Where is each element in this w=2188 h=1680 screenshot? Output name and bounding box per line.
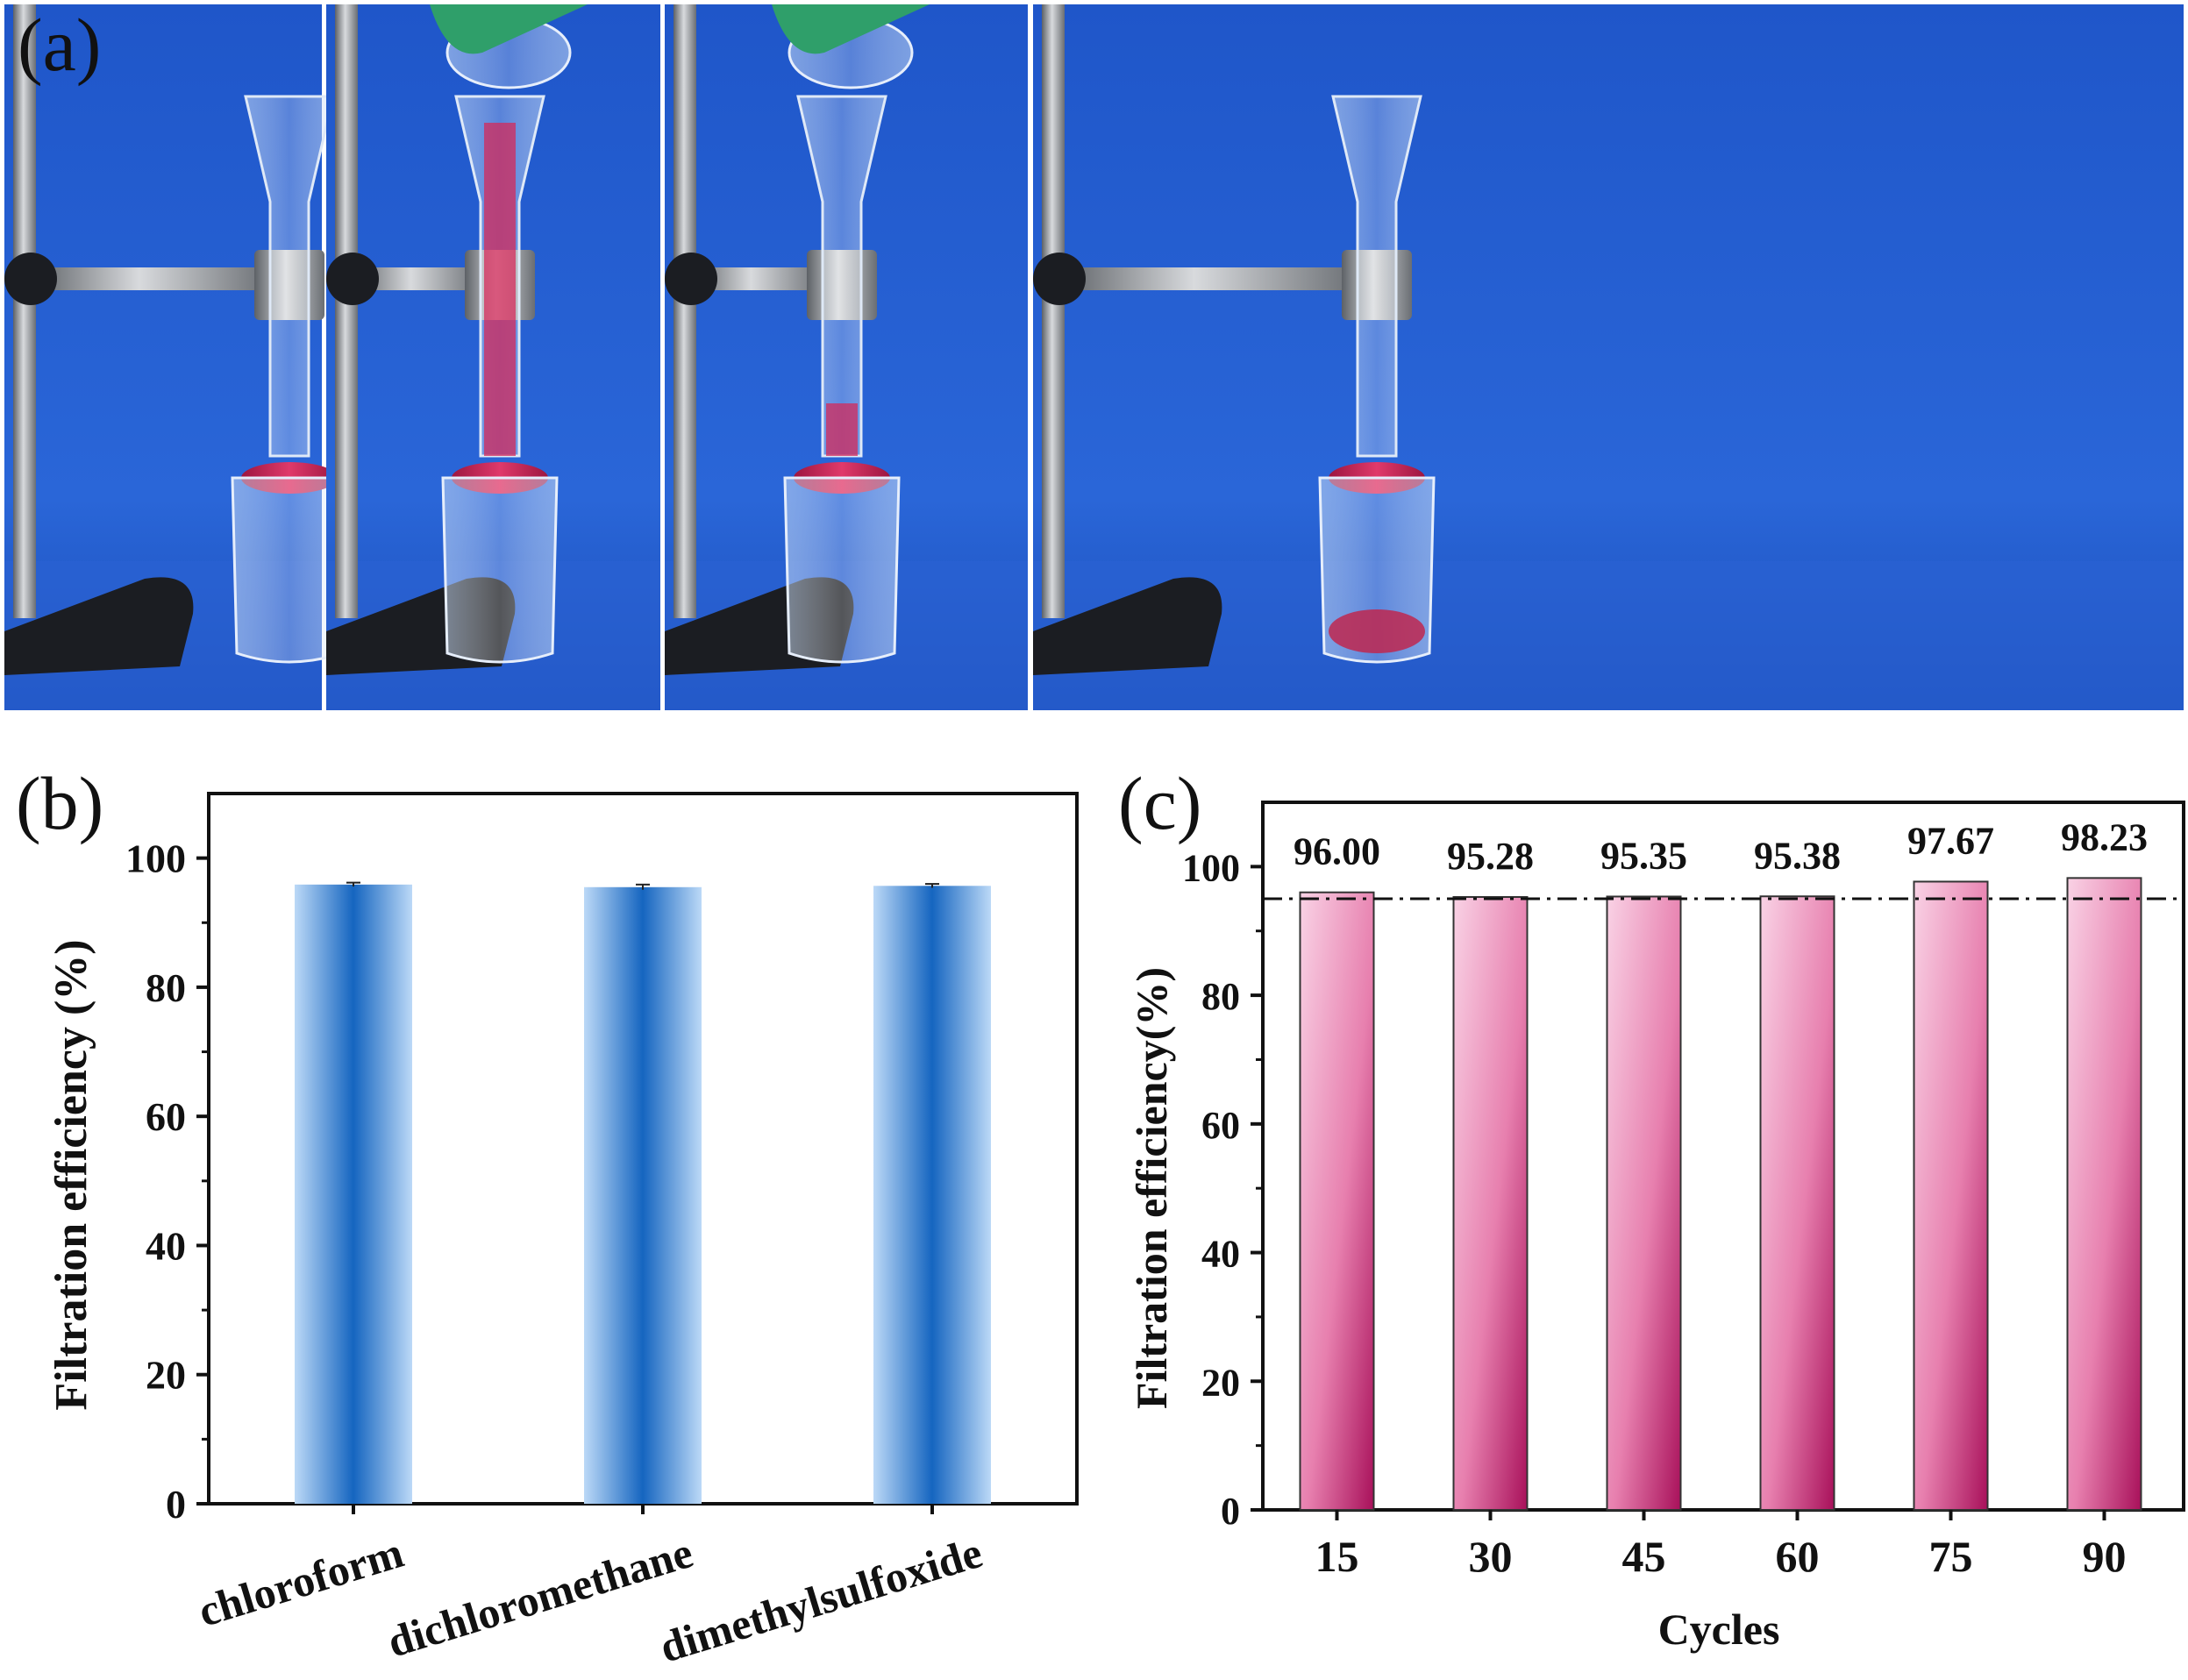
clamp-arm	[1059, 267, 1359, 290]
stand-rod	[674, 4, 696, 618]
photo-scene-4	[1033, 4, 2184, 710]
charts-area: (b) (c) Filtration efficiency (%) 0 20 40 6…	[16, 761, 2185, 1672]
liquid-in-column	[484, 123, 516, 456]
panel-a-label: (a)	[18, 3, 101, 87]
chart-c-x-axis-label: Cycles	[1658, 1605, 1780, 1654]
chart-b-y-tick-label: 100	[125, 836, 186, 881]
chart-c-category-label: 60	[1776, 1532, 1820, 1581]
chart-c-data-label: 96.00	[1294, 830, 1380, 873]
chart-b-category-label: dimethylsulfoxide	[654, 1527, 987, 1672]
chart-c-bar-45	[1606, 895, 1682, 1511]
beaker	[441, 476, 559, 664]
chart-c-data-label: 98.23	[2061, 815, 2148, 858]
clamp-knob	[4, 253, 57, 305]
chart-b-bar-dimethylsulfoxide	[873, 886, 991, 1504]
stand-rod	[13, 4, 36, 618]
photo-scene-2	[326, 4, 660, 710]
chart-c-y-tick-label: 60	[1201, 1104, 1240, 1147]
chart-c-y-axis-label: Filtration efficiency(%)	[1127, 967, 1176, 1409]
green-glove	[430, 4, 588, 54]
chart-c-bar-90	[2066, 877, 2142, 1511]
chart-c-bar-75	[1913, 880, 1989, 1512]
clamp-arm	[31, 267, 272, 290]
chart-c-y-tick-label: 20	[1201, 1361, 1240, 1404]
chart-c-data-label: 97.67	[1907, 819, 1994, 862]
chart-b: Filtration efficiency (%) 0 20 40 60 80 100 ch…	[46, 792, 1079, 1672]
chart-c-y-tick-label: 80	[1201, 975, 1240, 1018]
chart-c-category-label: 30	[1469, 1532, 1513, 1581]
chart-c-plot-frame	[1261, 801, 2185, 1512]
chart-c-y-tick-label: 100	[1182, 846, 1240, 889]
chart-b-y-tick-label: 20	[146, 1353, 186, 1398]
photo-scene-1	[4, 4, 348, 710]
clamp-knob	[665, 253, 717, 305]
chart-b-bar-chloroform	[295, 884, 412, 1504]
stand-rod	[1042, 4, 1065, 618]
chart-c-data-label: 95.38	[1754, 834, 1841, 877]
chart-c-y-tick-label: 0	[1221, 1490, 1240, 1533]
chart-c-bar-30	[1452, 895, 1529, 1511]
chart-b-category-label: dichloromethane	[381, 1527, 698, 1667]
chart-c-category-label: 90	[2083, 1532, 2127, 1581]
chart-b-y-axis-label: Filtration efficiency (%)	[46, 939, 96, 1410]
panel-c-label: (c)	[1118, 761, 1201, 845]
liquid-in-column	[826, 403, 858, 456]
chart-b-y-tick-label: 0	[166, 1482, 186, 1527]
chart-c-category-label: 45	[1622, 1532, 1666, 1581]
green-glove	[772, 4, 930, 54]
glass-column	[1331, 95, 1422, 458]
chart-c-data-label: 95.35	[1600, 834, 1687, 877]
table-surface	[1033, 561, 2184, 710]
clamp-knob	[1033, 253, 1086, 305]
chart-b-category-label: chloroform	[193, 1527, 410, 1636]
stand-base	[1033, 577, 1222, 675]
chart-c-bar-60	[1759, 895, 1835, 1511]
panel-b-label: (b)	[16, 761, 103, 845]
beaker	[783, 476, 901, 664]
chart-c-category-label: 15	[1315, 1532, 1359, 1581]
glass-column	[796, 95, 887, 458]
chart-c-bar-15	[1299, 891, 1375, 1511]
stand-base	[4, 577, 194, 675]
chart-c: Filtration efficiency(%) Cycles 0 20 40 60 8…	[1127, 801, 2185, 1654]
chart-b-y-tick-label: 60	[146, 1094, 186, 1139]
chart-c-category-label: 75	[1929, 1532, 1973, 1581]
chart-b-y-tick-label: 80	[146, 965, 186, 1010]
photo-scene-3	[665, 4, 1028, 710]
photo-sequence-panel: (a)	[4, 3, 2184, 710]
chart-b-y-tick-label: 40	[146, 1223, 186, 1268]
chart-c-data-label: 95.28	[1447, 835, 1534, 878]
filtrate-in-beaker	[1329, 609, 1425, 653]
stand-rod	[335, 4, 358, 618]
chart-c-y-tick-label: 40	[1201, 1233, 1240, 1276]
chart-b-bar-dichloromethane	[584, 886, 702, 1504]
clamp-knob	[326, 253, 379, 305]
